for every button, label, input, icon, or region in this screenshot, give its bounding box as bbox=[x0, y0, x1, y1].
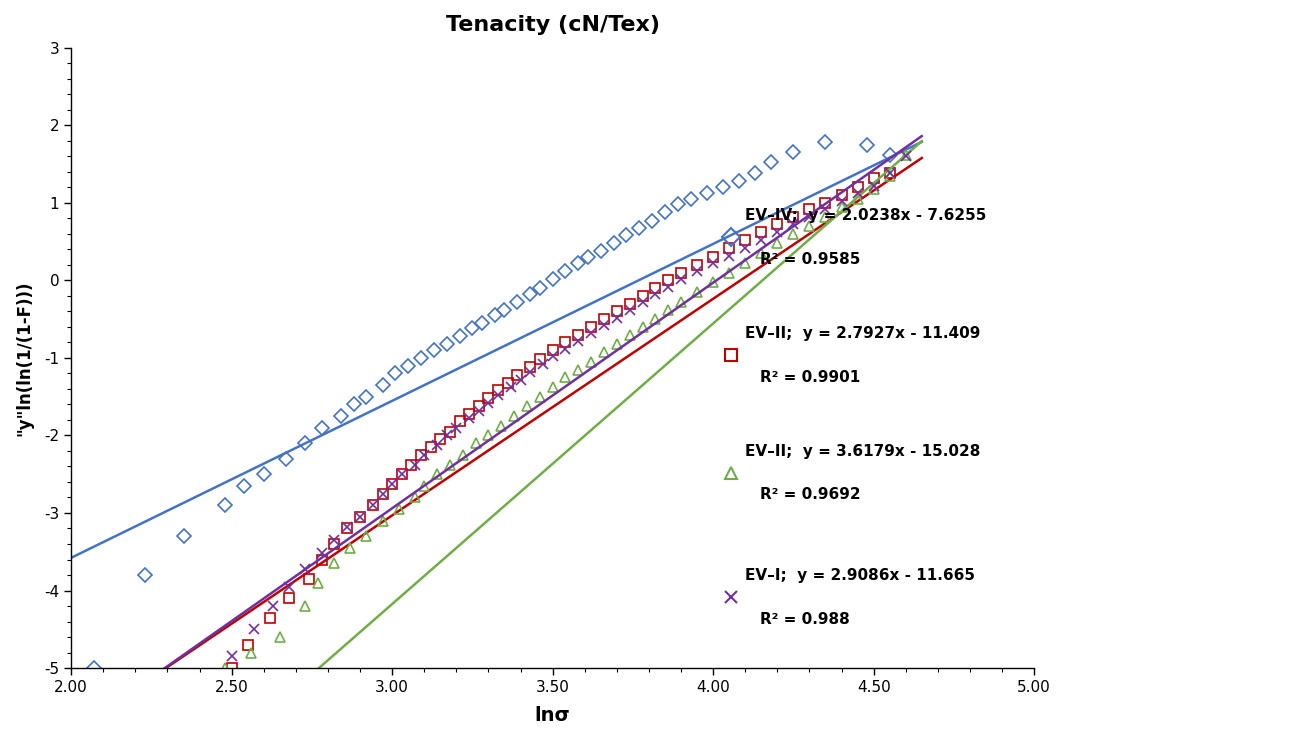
Text: R² = 0.9585: R² = 0.9585 bbox=[759, 252, 861, 266]
Title: Tenacity (cN/Tex): Tenacity (cN/Tex) bbox=[446, 15, 659, 35]
Text: EV–I;  y = 2.9086x - 11.665: EV–I; y = 2.9086x - 11.665 bbox=[745, 568, 975, 583]
Text: R² = 0.988: R² = 0.988 bbox=[759, 611, 849, 627]
Text: EV–IV;  y = 2.0238x - 7.6255: EV–IV; y = 2.0238x - 7.6255 bbox=[745, 208, 987, 223]
X-axis label: lnσ: lnσ bbox=[534, 706, 571, 725]
Text: EV–II;  y = 3.6179x - 15.028: EV–II; y = 3.6179x - 15.028 bbox=[745, 444, 980, 459]
Text: EV–II;  y = 2.7927x - 11.409: EV–II; y = 2.7927x - 11.409 bbox=[745, 326, 980, 341]
Text: R² = 0.9901: R² = 0.9901 bbox=[759, 369, 859, 385]
Text: R² = 0.9692: R² = 0.9692 bbox=[759, 488, 861, 502]
Y-axis label: "y"ln(ln(1/(1-F))): "y"ln(ln(1/(1-F))) bbox=[16, 280, 32, 436]
